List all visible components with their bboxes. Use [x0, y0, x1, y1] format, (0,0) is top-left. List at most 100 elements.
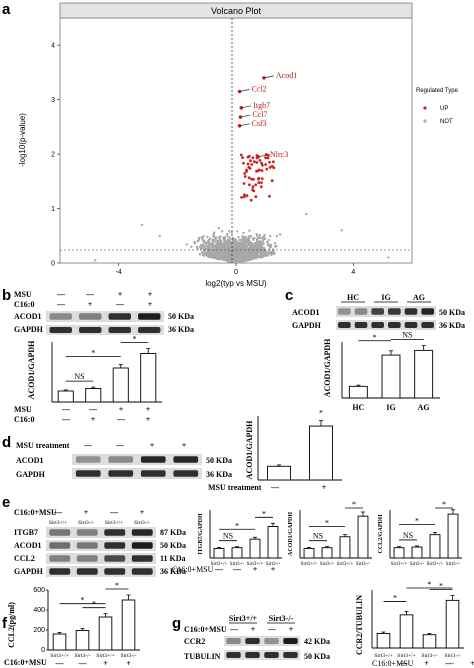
volcano-point-not: [254, 254, 258, 258]
panel-e-letter: e: [2, 494, 10, 511]
g-band-ccr2: [245, 638, 260, 644]
volcano-point-not: [263, 253, 267, 256]
volcano-point-up: [248, 183, 251, 187]
f-genotype: Sirt3+/+: [96, 653, 114, 659]
volcano-point-not: [258, 236, 261, 239]
volcano-point-not: [221, 245, 225, 249]
volcano-point-up: [242, 182, 246, 185]
b-bar: [140, 353, 157, 403]
volcano-point-up: [243, 175, 247, 178]
volcano-point-not: [260, 241, 263, 245]
volcano-point-up: [264, 163, 267, 166]
f-ytick-label: 600: [33, 587, 45, 594]
volcano-point-not: [236, 252, 239, 255]
panel-c-letter: c: [285, 287, 293, 304]
volcano-point-not: [268, 246, 272, 249]
e1-star: *: [262, 509, 266, 518]
volcano-point-up: [247, 176, 251, 180]
f-bar-chart: 0 200 400 600 * * * Sirt3+/+ Sirt3-/- Sirt3+/+ Sir…: [33, 581, 140, 668]
g-ylabel: CCR2/TUBULIN: [355, 595, 364, 655]
volcano-xtick-label: 4: [351, 269, 355, 276]
d-band-acod1: [173, 456, 199, 463]
g-star: *: [428, 580, 432, 589]
volcano-point-not: [255, 233, 258, 236]
panel-d-letter: d: [2, 434, 11, 451]
volcano-gene-label: Csf3: [252, 119, 267, 128]
b-msu-sign: +: [148, 290, 153, 299]
c-bracket-label: NS: [402, 331, 412, 340]
volcano-point-not: [204, 244, 207, 247]
c-group-header: HC: [347, 293, 359, 302]
g-bar: [445, 599, 460, 649]
b-c16-label: C16:0: [14, 300, 34, 309]
volcano-ticks: -4 0 4 0 1 2 3 4: [51, 43, 355, 276]
c-group-headers: HC IG AG: [341, 293, 431, 303]
d-bar: [267, 465, 292, 481]
volcano-point-not: [185, 243, 188, 246]
volcano-point-not: [208, 241, 211, 244]
c-band-gapdh: [388, 322, 401, 328]
e-genotype: Sirt3-/-: [78, 520, 94, 526]
volcano-point-not: [305, 212, 308, 216]
volcano-ytick-label: 1: [51, 206, 55, 213]
volcano-point-not: [225, 232, 229, 236]
g-signs: — + — +: [229, 625, 294, 634]
e-sign: +: [140, 508, 145, 517]
e1-bar: [267, 526, 279, 559]
volcano-point-not: [245, 250, 248, 254]
b-bar-chart: NS * *: [51, 335, 162, 403]
volcano-point-not: [271, 248, 275, 251]
volcano-point-not: [270, 251, 273, 254]
volcano-point-not: [225, 257, 228, 261]
volcano-point-not: [190, 245, 193, 249]
d-blot-gapdh-strip: [72, 468, 202, 479]
b-ylabel: ACOD1/GAPDH: [27, 340, 36, 399]
volcano-point-up: [250, 177, 254, 181]
b-band-acod1: [108, 313, 131, 320]
volcano-point-not: [234, 239, 237, 243]
b-blot-acod1-strip: [46, 311, 164, 322]
e-chart-genotype: Sirt3+/+: [427, 562, 444, 567]
volcano-title: Volcano Plot: [211, 6, 262, 16]
volcano-point-up: [257, 168, 261, 172]
volcano-point-not: [198, 253, 202, 256]
volcano-point-not: [214, 236, 217, 239]
volcano-gene-leader: [239, 123, 250, 127]
c-x-label: HC: [352, 403, 364, 412]
volcano-point-not: [217, 253, 220, 257]
volcano-point-not: [272, 252, 275, 256]
c-bar: [381, 354, 401, 399]
volcano-point-not: [259, 256, 263, 259]
volcano-point-not: [219, 255, 223, 258]
volcano-point-not: [256, 251, 259, 255]
d-chart-signs: — +: [270, 483, 327, 492]
f-genotype: Sirt3-/-: [75, 653, 91, 659]
f-star: *: [92, 600, 96, 609]
volcano-point-not: [251, 245, 255, 249]
volcano-point-up: [242, 161, 245, 165]
volcano-point-not: [254, 252, 257, 255]
volcano-ytick-label: 2: [51, 152, 55, 159]
f-sign: —: [55, 659, 65, 668]
d-chart-xlabel: MSU treatment: [208, 483, 262, 492]
c-band-gapdh: [354, 322, 368, 328]
e1-bar: [249, 538, 261, 559]
e-chart-genotype: Sirt3+/+: [247, 562, 264, 567]
volcano-point-not: [225, 248, 228, 251]
f-ytick-label: 400: [33, 607, 45, 614]
panel-g: g Sirt3+/+ Sirt3-/- C16:0+MSU — + — + CCR2 T…: [172, 580, 474, 668]
e-chart-xlabel: C16:0+MSU: [172, 565, 214, 574]
volcano-point-not: [222, 249, 225, 252]
volcano-point-not: [213, 231, 216, 234]
panel-f: f 0 200 400 600 * * * Sirt3+/+ Sirt3-/- Sirt3+/+ S…: [2, 581, 140, 668]
volcano-point-not: [203, 241, 207, 244]
volcano-point-not: [206, 235, 209, 239]
f-bar: [121, 599, 136, 651]
b-band-acod1: [79, 313, 102, 320]
d-chart-sign: +: [322, 483, 327, 492]
volcano-point-up: [268, 160, 271, 164]
c-blot-acod1-strip: [336, 306, 436, 317]
e-band: [76, 568, 98, 575]
volcano-gene-leader: [257, 154, 269, 158]
